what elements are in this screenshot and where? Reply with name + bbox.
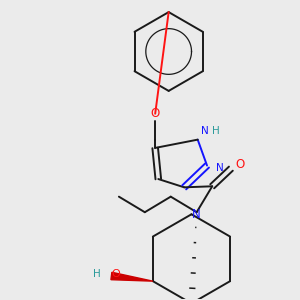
Text: H: H: [212, 126, 220, 136]
Text: N: N: [192, 208, 201, 221]
Text: O: O: [111, 269, 120, 279]
Text: O: O: [151, 107, 160, 120]
Text: O: O: [236, 158, 245, 171]
Text: N: N: [216, 163, 223, 172]
Text: H: H: [93, 269, 101, 279]
Polygon shape: [111, 272, 153, 281]
Text: N: N: [201, 126, 209, 136]
